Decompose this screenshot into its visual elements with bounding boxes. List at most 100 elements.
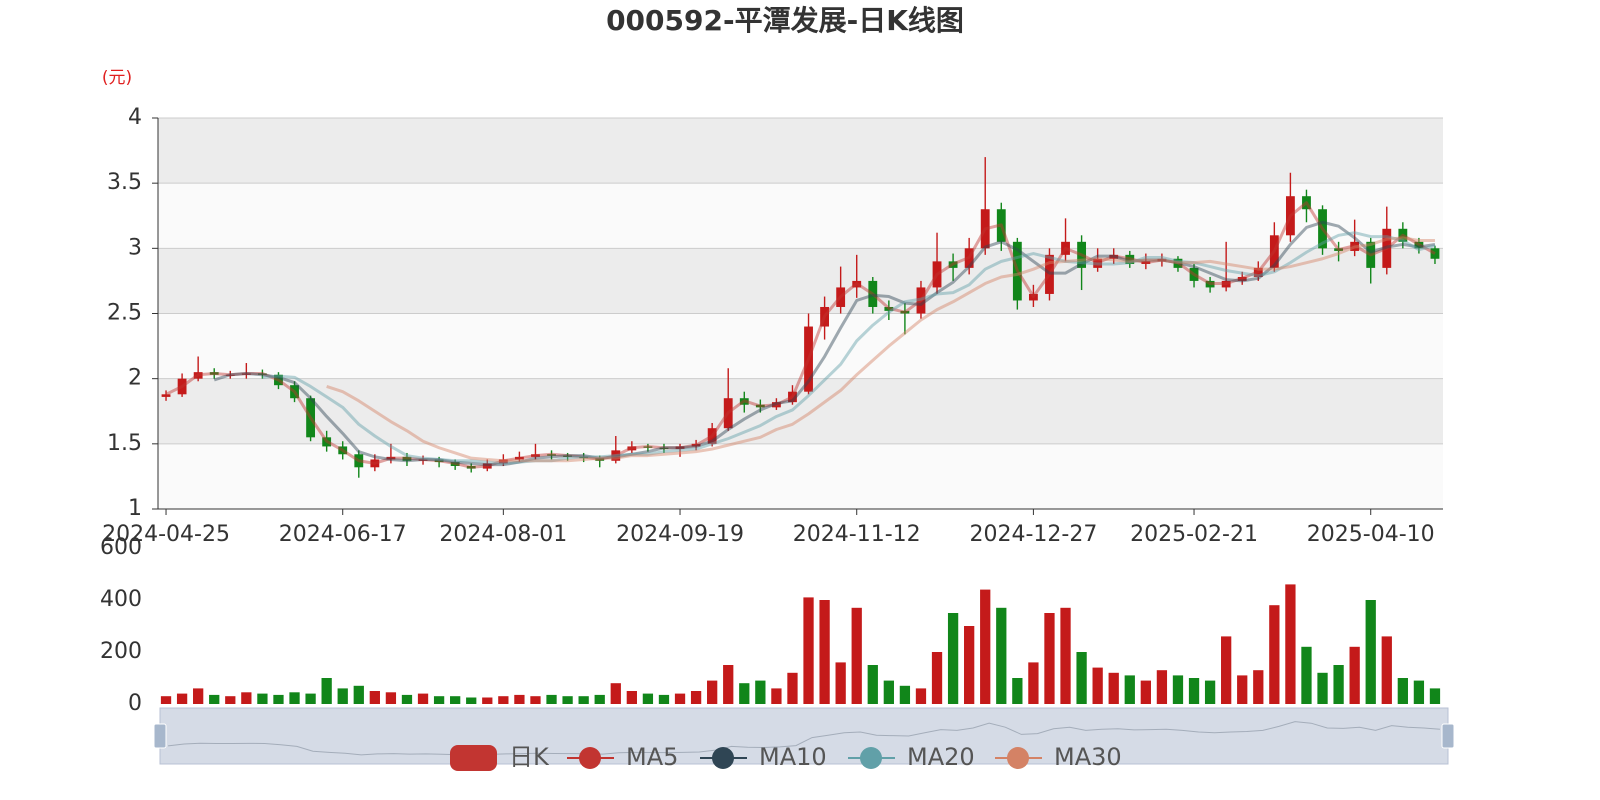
legend-icon[interactable] [450,745,497,771]
candle-body [402,456,412,461]
volume-bar [337,688,348,704]
candle-body [996,209,1006,242]
slider-handle[interactable] [1441,723,1455,749]
candle-body [691,443,701,447]
candle-body [980,209,990,249]
zoom-slider[interactable] [153,707,1455,765]
volume-bar [1365,600,1376,704]
x-tick-label: 2025-02-21 [1130,522,1258,547]
volume-bar [466,697,477,704]
candle-body [804,326,813,392]
legend-label[interactable]: MA5 [626,743,678,771]
volume-bar [626,691,637,704]
x-tick-label: 2024-06-17 [279,522,407,547]
legend-item[interactable]: 日K [450,743,550,771]
unit-label: (元) [102,68,132,88]
candle-body [1430,248,1440,259]
volume-bar [417,693,429,704]
candle-body [290,385,299,399]
x-tick-label: 2024-12-27 [969,522,1097,547]
volume-bar [594,694,605,704]
candle-body [177,378,187,395]
volume-bar [257,693,268,704]
legend-icon[interactable] [579,747,601,769]
x-tick-label: 2024-04-25 [102,522,230,547]
candle-body [900,310,910,314]
volume-bar [321,678,332,704]
volume-bar [450,696,461,704]
volume-bar [514,694,525,704]
y-tick-label: 400 [100,587,142,612]
volume-bar [1012,678,1023,704]
candle-body [579,456,589,459]
candle-body [1302,196,1311,210]
candle-body [868,280,878,307]
legend-item[interactable]: MA20 [848,743,975,771]
legend-label[interactable]: MA20 [907,743,975,771]
legend-label[interactable]: MA30 [1054,743,1122,771]
candle-body [1285,196,1295,236]
volume-bar [401,694,413,704]
volume-bar [305,693,316,704]
volume-bar [530,696,541,704]
candle-body [257,373,267,375]
legend-item[interactable]: MA30 [995,743,1122,771]
volume-bar [225,696,236,704]
candle-body [241,373,251,375]
volume-bar [980,589,991,704]
volume-bar [1172,675,1184,704]
candle-body [788,391,797,403]
candle-body [514,456,524,460]
legend-icon[interactable] [1007,747,1029,769]
candle-body [707,428,717,444]
volume-bar [176,693,188,704]
x-tick-label: 2024-09-19 [616,522,744,547]
volume-bar [658,694,670,704]
candle-body [1269,235,1279,268]
legend-icon[interactable] [860,747,882,769]
candle-body [209,372,219,375]
candle-body [225,374,235,376]
slider-overview[interactable] [167,721,1440,756]
chart-title: 000592-平潭发展-日K线图 [606,4,964,37]
candle-body [1093,258,1103,268]
ma-line [262,231,1436,465]
volume-bar [1301,646,1312,704]
legend-label[interactable]: 日K [509,743,550,771]
candle-body [322,437,332,447]
volume-bar [947,613,959,704]
volume-bar [353,685,364,704]
candle-body [386,456,396,460]
candle-body [274,374,283,386]
legend-icon[interactable] [712,747,734,769]
volume-bar [578,696,589,704]
volume-bar [1429,688,1441,704]
candle-body [434,459,444,463]
candle-body [531,454,540,457]
y-tick-label: 1 [128,496,142,521]
volume-bar [610,683,621,704]
candle-body [1173,258,1183,268]
volume-bar [964,626,975,704]
slider-track[interactable] [159,707,1449,765]
candle-body [1189,267,1199,281]
volume-bar [1060,607,1071,704]
candle-body [852,280,862,288]
volume-bar [1333,665,1344,704]
ma-line [213,220,1436,467]
volume-bar [289,692,300,704]
slider-handle[interactable] [153,723,167,749]
candle-body [723,398,733,429]
legend-item[interactable]: MA10 [700,743,827,771]
candle-body [948,261,958,268]
candle-body [1125,254,1135,264]
legend-label[interactable]: MA10 [759,743,827,771]
candle-body [595,458,605,461]
legend-item[interactable]: MA5 [567,743,678,771]
candle-body [1237,277,1247,281]
candle-body [418,459,428,461]
candle-body [1205,280,1215,288]
y-tick-label: 2 [128,366,142,391]
candle-body [884,306,894,311]
